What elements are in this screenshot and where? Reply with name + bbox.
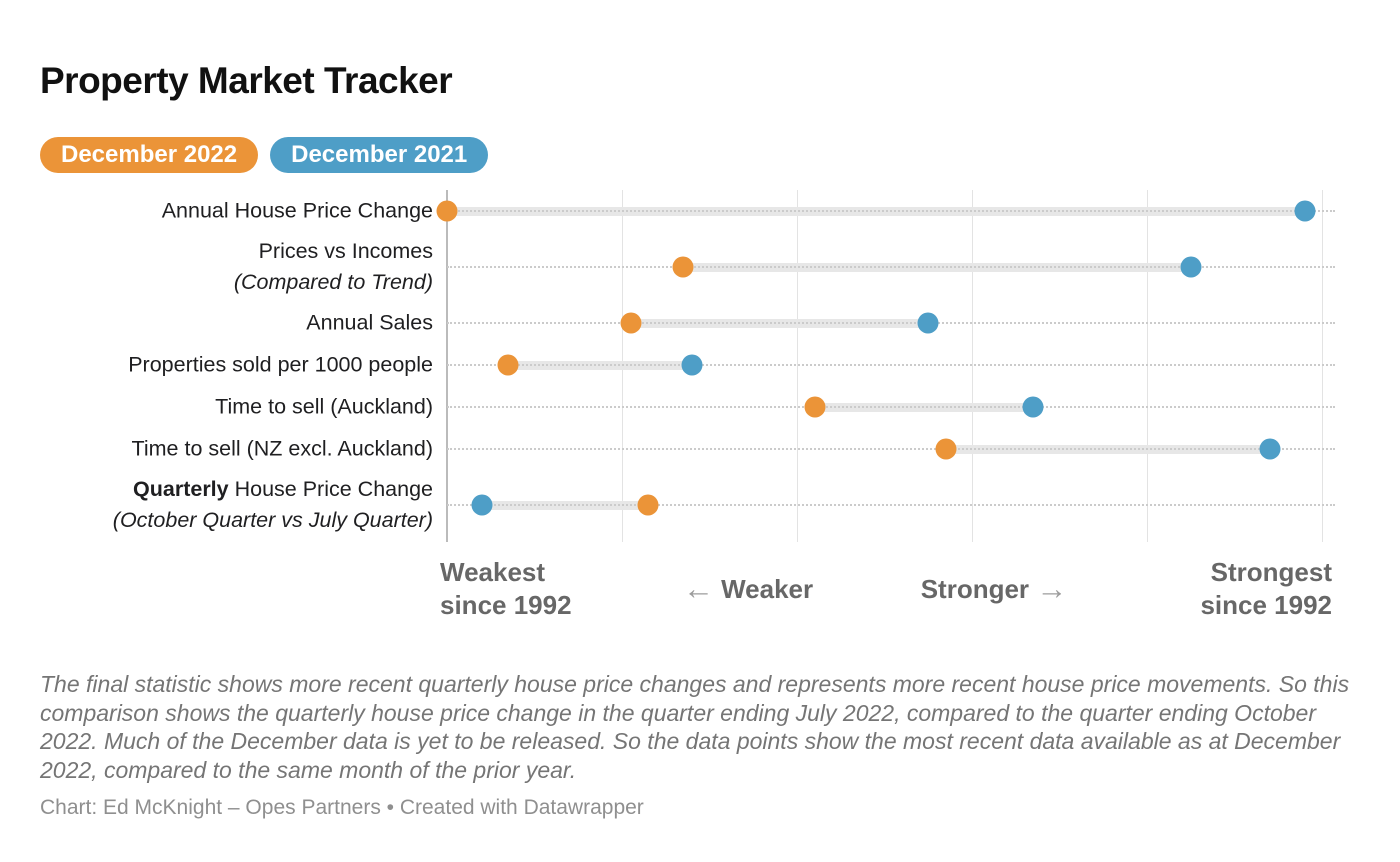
row-leader-line <box>447 266 1336 268</box>
dot-dec2021[interactable] <box>681 354 703 376</box>
axis-label-stronger-text: Stronger <box>920 574 1030 604</box>
plot-area <box>436 190 1336 542</box>
row-leader-line <box>447 364 1336 366</box>
dot-dec2022[interactable] <box>620 312 642 334</box>
chart-credit: Chart: Ed McKnight – Opes Partners • Cre… <box>40 796 644 819</box>
row-label: Prices vs Incomes (Compared to Trend) <box>233 239 433 294</box>
dot-dec2021[interactable] <box>917 312 939 334</box>
row-label: Annual Sales <box>306 310 433 335</box>
row-leader-line <box>447 210 1336 212</box>
axis-label-weakest-line1: Weakest <box>440 557 546 587</box>
gridline <box>1147 190 1148 542</box>
axis-label-weakest-line2: since 1992 <box>440 590 572 620</box>
axis-label-weakest: Weakest since 1992 <box>440 556 572 622</box>
dot-dec2022[interactable] <box>497 354 519 376</box>
gridline <box>1322 190 1323 542</box>
row-label: Time to sell (Auckland) <box>215 394 433 419</box>
dot-dec2021[interactable] <box>1259 438 1280 460</box>
legend-pill-december-2022: December 2022 <box>40 137 259 173</box>
row-leader-line <box>447 322 1336 324</box>
axis-label-stronger: Stronger → <box>921 572 1068 606</box>
dot-dec2021[interactable] <box>471 494 493 516</box>
row-leader-line <box>447 504 1336 506</box>
dot-dec2021[interactable] <box>1180 256 1202 278</box>
row-label: Time to sell (NZ excl. Auckland) <box>131 436 433 461</box>
row-label: Properties sold per 1000 people <box>128 352 433 377</box>
row-label: Annual House Price Change <box>161 198 433 223</box>
legend-pill-december-2021: December 2021 <box>270 137 489 173</box>
dot-dec2021[interactable] <box>1294 200 1315 222</box>
row-labels: Annual House Price Change Prices vs Incom… <box>0 190 433 542</box>
left-arrow-icon: ← <box>682 571 714 606</box>
row-leader-line <box>447 406 1336 408</box>
row-leader-line <box>447 448 1336 450</box>
gridline <box>972 190 973 542</box>
gridline <box>797 190 798 542</box>
axis-label-strongest-line2: since 1992 <box>1200 590 1332 620</box>
dumbbell-chart: Annual House Price Change Prices vs Incom… <box>0 190 1400 542</box>
axis-label-strongest: Strongest since 1992 <box>1200 556 1332 622</box>
right-arrow-icon: → <box>1036 571 1068 606</box>
dot-dec2022[interactable] <box>637 494 659 516</box>
dot-dec2022[interactable] <box>935 438 957 460</box>
row-label: Quarterly House Price Change (October Qua… <box>112 477 433 532</box>
dot-dec2022[interactable] <box>672 256 694 278</box>
axis-label-weaker: ← Weaker <box>683 572 813 606</box>
dot-dec2021[interactable] <box>1022 396 1044 418</box>
dot-dec2022[interactable] <box>436 200 458 222</box>
axis-label-weaker-text: Weaker <box>721 574 814 604</box>
page-title: Property Market Tracker <box>40 60 453 101</box>
legend: December 2022 December 2021 <box>40 137 489 173</box>
dot-dec2022[interactable] <box>804 396 825 418</box>
y-axis-line <box>446 190 448 542</box>
chart-footnote: The final statistic shows more recent qu… <box>40 671 1350 783</box>
axis-label-strongest-line1: Strongest <box>1210 557 1332 587</box>
